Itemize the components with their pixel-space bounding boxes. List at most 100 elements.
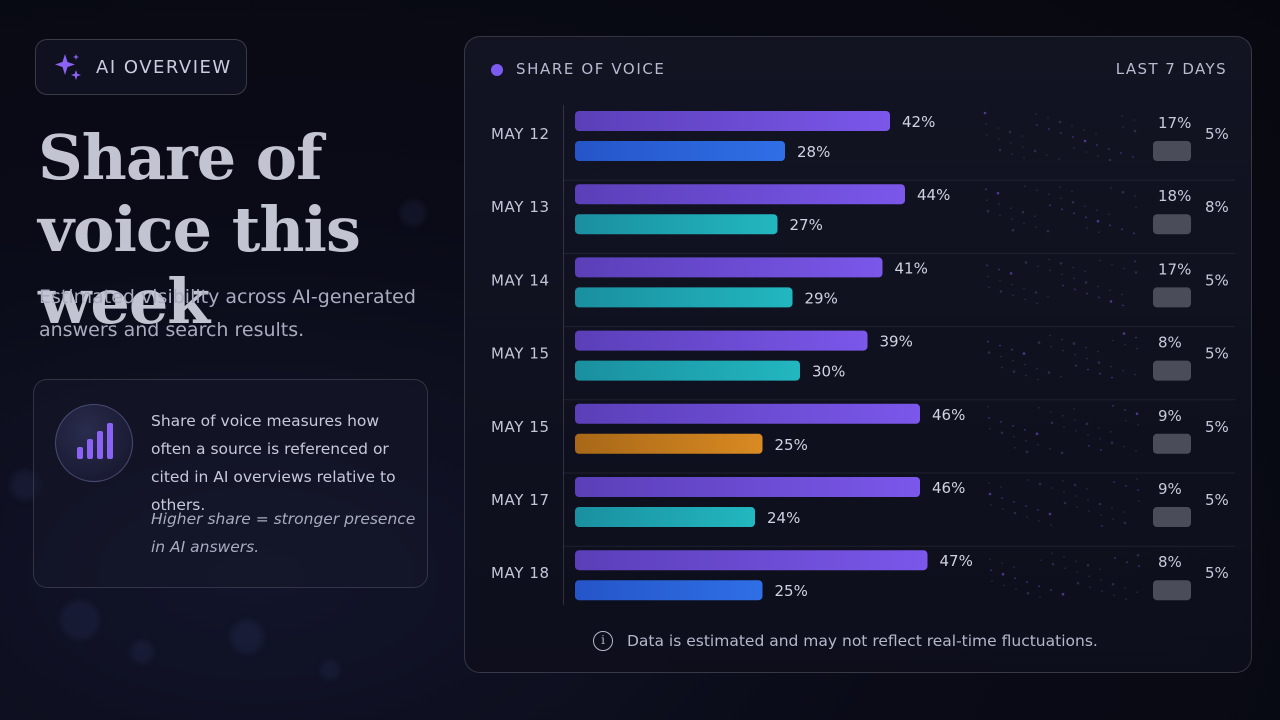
bar-series-1: [575, 550, 928, 571]
texture-dot: [1071, 125, 1073, 127]
texture-dot: [1133, 232, 1135, 234]
bar-series-2: [575, 433, 763, 454]
texture-dot: [1136, 591, 1138, 593]
texture-dot: [1046, 229, 1050, 233]
texture-dot: [985, 123, 987, 125]
texture-dot: [1060, 132, 1062, 134]
texture-dot: [1096, 144, 1098, 146]
texture-dot: [1071, 200, 1075, 204]
texture-dot: [1096, 219, 1100, 223]
texture-dot: [997, 127, 999, 129]
bar-value-label: 41%: [895, 259, 928, 277]
texture-dot: [987, 406, 989, 408]
texture-dot: [1125, 485, 1127, 487]
texture-dot: [1059, 186, 1061, 188]
texture-dot: [1023, 157, 1025, 159]
texture-dot: [1110, 187, 1112, 189]
category-label: MAY 15: [491, 345, 550, 363]
bar-value-label: 47%: [940, 552, 973, 570]
category-label: MAY 12: [491, 125, 550, 143]
texture-dot: [1038, 482, 1042, 486]
info-note: Higher share = stronger presence in AI a…: [151, 510, 416, 556]
texture-dot: [1075, 364, 1077, 367]
texture-dot: [1049, 204, 1051, 206]
category-label: MAY 15: [491, 418, 550, 436]
texture-dot: [999, 290, 1003, 293]
texture-dot: [1073, 408, 1075, 410]
texture-dot: [1047, 117, 1049, 119]
texture-dot: [1001, 497, 1003, 499]
texture-dot: [1073, 483, 1077, 487]
texture-dot: [1001, 562, 1003, 564]
series-4-value-label: 5%: [1205, 564, 1229, 582]
texture-dot: [1111, 263, 1113, 266]
page-title: Share of voice this week: [38, 121, 361, 338]
texture-dot: [1134, 260, 1136, 263]
texture-dot: [1071, 190, 1073, 192]
texture-dot: [1083, 139, 1087, 143]
muted-marker: [1153, 433, 1191, 454]
ai-overview-badge: AI OVERVIEW: [35, 39, 247, 95]
muted-marker: [1153, 214, 1191, 235]
series-4-value-label: 5%: [1205, 418, 1229, 436]
texture-dot: [1003, 584, 1005, 586]
texture-dot: [1025, 440, 1027, 442]
category-label: MAY 13: [491, 198, 550, 216]
texture-dot: [1086, 563, 1090, 567]
texture-dot: [1063, 501, 1067, 505]
texture-dot: [1033, 149, 1037, 153]
texture-dot: [1108, 158, 1112, 162]
texture-dot: [1136, 553, 1140, 557]
texture-dot: [1087, 368, 1089, 371]
texture-dot: [987, 340, 989, 343]
texture-dot: [1024, 261, 1028, 264]
bar-series-2: [575, 141, 785, 161]
texture-dot: [1121, 293, 1123, 296]
texture-dot: [1073, 212, 1075, 214]
bar-value-label: 25%: [775, 436, 808, 454]
date-range-label[interactable]: LAST 7 DAYS: [1115, 60, 1227, 78]
texture-dot: [1063, 491, 1065, 493]
bar-series-2: [575, 287, 793, 308]
texture-dot: [1037, 444, 1039, 446]
texture-dot: [1058, 120, 1062, 124]
texture-dot: [991, 580, 993, 582]
texture-dot: [987, 275, 989, 278]
texture-dot: [1138, 565, 1140, 567]
texture-dot: [999, 279, 1001, 282]
texture-dot: [1011, 348, 1013, 351]
texture-dot: [1049, 448, 1051, 450]
texture-dot: [1099, 568, 1101, 570]
texture-dot: [1037, 265, 1039, 268]
series-4-value-label: 8%: [1205, 198, 1229, 216]
texture-dot: [1133, 129, 1137, 133]
share-of-voice-chart: MAY 12 42% 28% 17% 5% MAY 13 44% 27% 18% 8% MAY 14…: [491, 111, 1235, 601]
muted-marker: [1153, 141, 1191, 161]
texture-dot: [1062, 480, 1064, 482]
texture-dot: [1084, 205, 1086, 207]
texture-dot: [1049, 334, 1051, 337]
texture-dot: [1113, 594, 1115, 596]
texture-dot: [1024, 429, 1026, 431]
texture-dot: [1134, 195, 1136, 197]
texture-dot: [1026, 516, 1028, 518]
texture-dot: [1050, 589, 1052, 591]
texture-dot: [1099, 372, 1101, 375]
texture-dot: [988, 482, 990, 484]
texture-dot: [1023, 222, 1025, 224]
texture-dot: [1100, 514, 1102, 516]
texture-dot: [1124, 587, 1126, 589]
texture-dot: [1123, 511, 1125, 513]
texture-dot: [1125, 598, 1127, 600]
texture-dot: [1048, 512, 1052, 516]
texture-dot: [1085, 346, 1087, 349]
texture-dot: [1086, 292, 1088, 295]
chart-title: SHARE OF VOICE: [516, 60, 666, 78]
texture-dot: [996, 191, 1000, 195]
texture-dot: [1021, 210, 1025, 214]
texture-dot: [1100, 579, 1102, 581]
bar-series-2: [575, 360, 800, 381]
texture-dot: [1073, 277, 1075, 280]
texture-dot: [989, 428, 991, 430]
texture-dot: [1122, 304, 1124, 307]
